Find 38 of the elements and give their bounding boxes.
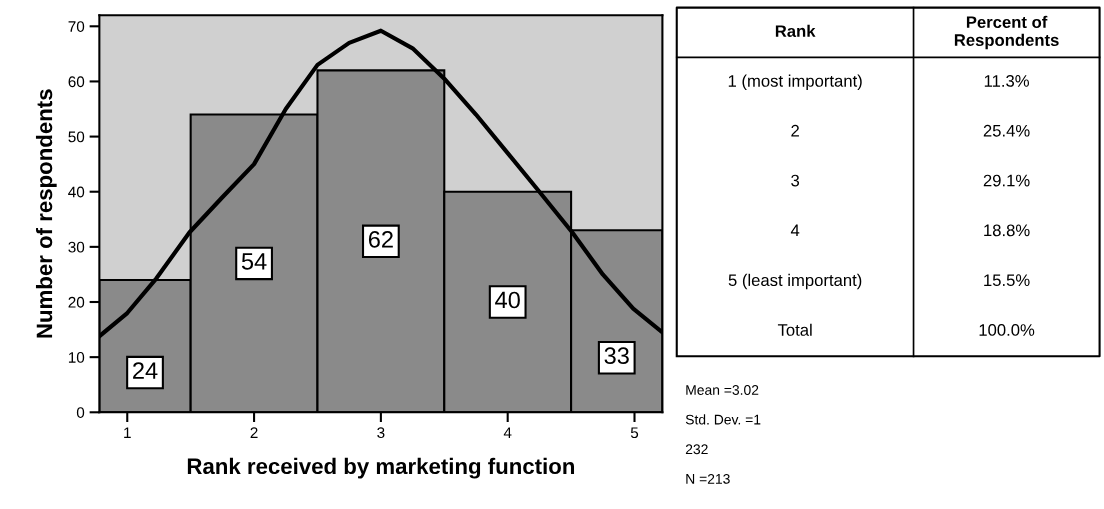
text: Std. Dev. =1 — [685, 414, 761, 425]
x-tick-label: 2 — [250, 427, 258, 438]
text: 232 — [685, 444, 708, 455]
text: 11.3% — [984, 75, 1029, 87]
y-tick-label: 20 — [68, 296, 85, 308]
y-tick-label: 60 — [68, 76, 85, 88]
y-tick-label: 50 — [68, 131, 85, 143]
text: 18.8% — [984, 224, 1030, 237]
text: Rank — [775, 24, 816, 38]
data-label: 54 — [241, 253, 267, 270]
text: N =213 — [686, 473, 730, 484]
y-axis-title: Number of respondents — [35, 89, 57, 338]
y-tick-label: 10 — [68, 352, 85, 363]
text: 100.0% — [979, 324, 1035, 336]
text: Percent of Respondents — [954, 15, 1059, 50]
data-label: 24 — [133, 362, 158, 379]
x-tick-label: 3 — [377, 427, 385, 439]
category-label: Total — [777, 323, 812, 336]
text: 25.4% — [983, 124, 1030, 137]
y-tick-label: 0 — [76, 407, 85, 418]
y-tick-label: 30 — [68, 241, 85, 253]
x-tick-label: 5 — [630, 427, 639, 439]
text: 15.5% — [984, 274, 1030, 287]
x-tick-label: 4 — [503, 427, 512, 438]
category-label: 1 (most important) — [728, 74, 862, 91]
data-label: 40 — [495, 291, 520, 309]
category-label: 4 — [790, 224, 800, 237]
y-tick-label: 40 — [68, 186, 85, 198]
x-axis-title: Rank received by marketing function — [187, 457, 575, 479]
data-label: 33 — [604, 347, 629, 365]
category-label: 5 (least important) — [728, 273, 862, 290]
category-label: 2 — [791, 124, 799, 137]
y-tick-label: 70 — [68, 21, 85, 32]
data-label: 62 — [368, 230, 393, 248]
category-label: 3 — [791, 174, 800, 187]
text: 29.1% — [983, 174, 1030, 187]
text: Mean =3.02 — [686, 385, 759, 395]
x-tick-label: 1 — [124, 427, 131, 438]
